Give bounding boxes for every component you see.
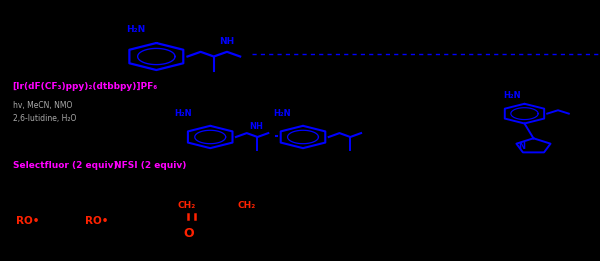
Text: NH: NH <box>249 122 263 131</box>
Text: H₂N: H₂N <box>503 91 521 100</box>
Text: Selectfluor (2 equiv): Selectfluor (2 equiv) <box>13 161 117 170</box>
Text: 2,6-lutidine, H₂O: 2,6-lutidine, H₂O <box>13 114 76 123</box>
Text: hv, MeCN, NMO: hv, MeCN, NMO <box>13 102 72 110</box>
Text: NFSI (2 equiv): NFSI (2 equiv) <box>115 161 187 170</box>
Text: H₂N: H₂N <box>127 25 146 34</box>
Text: N: N <box>518 142 526 151</box>
Text: CH₂: CH₂ <box>237 201 256 210</box>
Text: NH: NH <box>219 37 235 45</box>
Text: H₂N: H₂N <box>273 109 290 118</box>
Text: O: O <box>183 227 194 240</box>
Text: H₂N: H₂N <box>174 109 192 118</box>
Text: [Ir(dF(CF₃)ppy)₂(dtbbpy)]PF₆: [Ir(dF(CF₃)ppy)₂(dtbbpy)]PF₆ <box>13 82 158 91</box>
Text: RO•: RO• <box>16 216 39 226</box>
Text: RO•: RO• <box>85 216 108 226</box>
Text: CH₂: CH₂ <box>177 201 196 210</box>
